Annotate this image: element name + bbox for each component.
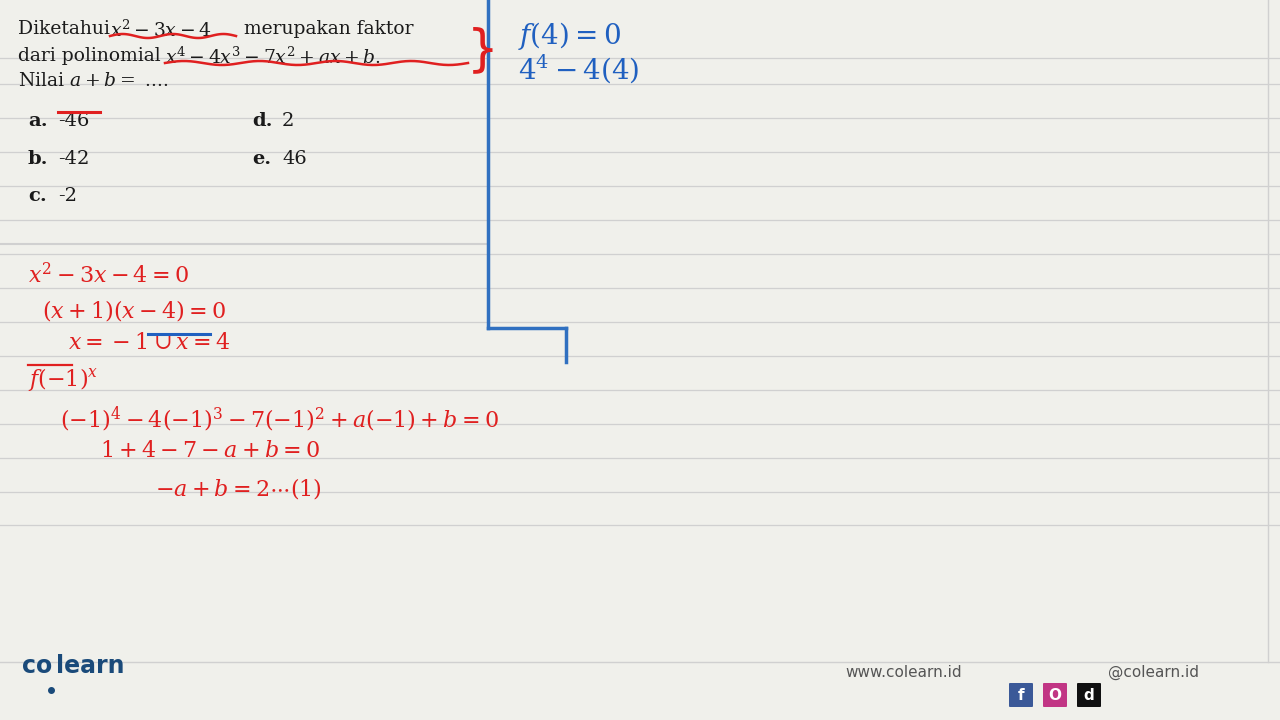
Text: d: d (1084, 688, 1094, 703)
Text: $(-1)^4 - 4(-1)^3 - 7(-1)^2 + a(-1) + b = 0$: $(-1)^4 - 4(-1)^3 - 7(-1)^2 + a(-1) + b … (60, 404, 499, 433)
FancyBboxPatch shape (1076, 683, 1101, 707)
Text: O: O (1048, 688, 1061, 703)
Text: Diketahui: Diketahui (18, 20, 116, 38)
Text: c.: c. (28, 187, 47, 205)
Text: d.: d. (252, 112, 273, 130)
Text: co: co (22, 654, 52, 678)
Text: Nilai $a + b =$ ....: Nilai $a + b =$ .... (18, 72, 169, 90)
Text: $f(4) = 0$: $f(4) = 0$ (518, 20, 621, 52)
Text: $f(-1)^x$: $f(-1)^x$ (28, 366, 99, 393)
FancyBboxPatch shape (1009, 683, 1033, 707)
Text: @colearn.id: @colearn.id (1108, 665, 1199, 680)
Text: $x^2 - 3x - 4$: $x^2 - 3x - 4$ (110, 20, 211, 41)
Text: www.colearn.id: www.colearn.id (845, 665, 961, 680)
Text: $x^2 - 3x - 4 = 0$: $x^2 - 3x - 4 = 0$ (28, 262, 189, 287)
Text: $1 + 4 - 7 - a + b = 0$: $1 + 4 - 7 - a + b = 0$ (100, 440, 320, 461)
Text: a.: a. (28, 112, 47, 130)
Text: b.: b. (28, 150, 49, 168)
Text: -46: -46 (58, 112, 90, 130)
Text: 2: 2 (282, 112, 294, 130)
Text: merupakan faktor: merupakan faktor (238, 20, 413, 38)
Text: e.: e. (252, 150, 271, 168)
Text: -42: -42 (58, 150, 90, 168)
Text: -2: -2 (58, 187, 77, 205)
Text: $x = -1 \cup x = 4$: $x = -1 \cup x = 4$ (68, 332, 230, 353)
Text: $x^4 - 4x^3 - 7x^2 + ax + b.$: $x^4 - 4x^3 - 7x^2 + ax + b.$ (165, 47, 380, 68)
Text: }: } (467, 26, 499, 74)
Text: $(x+1)(x-4) = 0$: $(x+1)(x-4) = 0$ (42, 298, 227, 323)
FancyBboxPatch shape (1043, 683, 1068, 707)
Text: dari polinomial: dari polinomial (18, 47, 166, 65)
Text: 46: 46 (282, 150, 307, 168)
Text: $4^4 - 4(4)$: $4^4 - 4(4)$ (518, 52, 640, 85)
Text: learn: learn (56, 654, 124, 678)
Text: $-a + b = 2 \cdots (1)$: $-a + b = 2 \cdots (1)$ (155, 476, 321, 501)
Text: f: f (1018, 688, 1024, 703)
